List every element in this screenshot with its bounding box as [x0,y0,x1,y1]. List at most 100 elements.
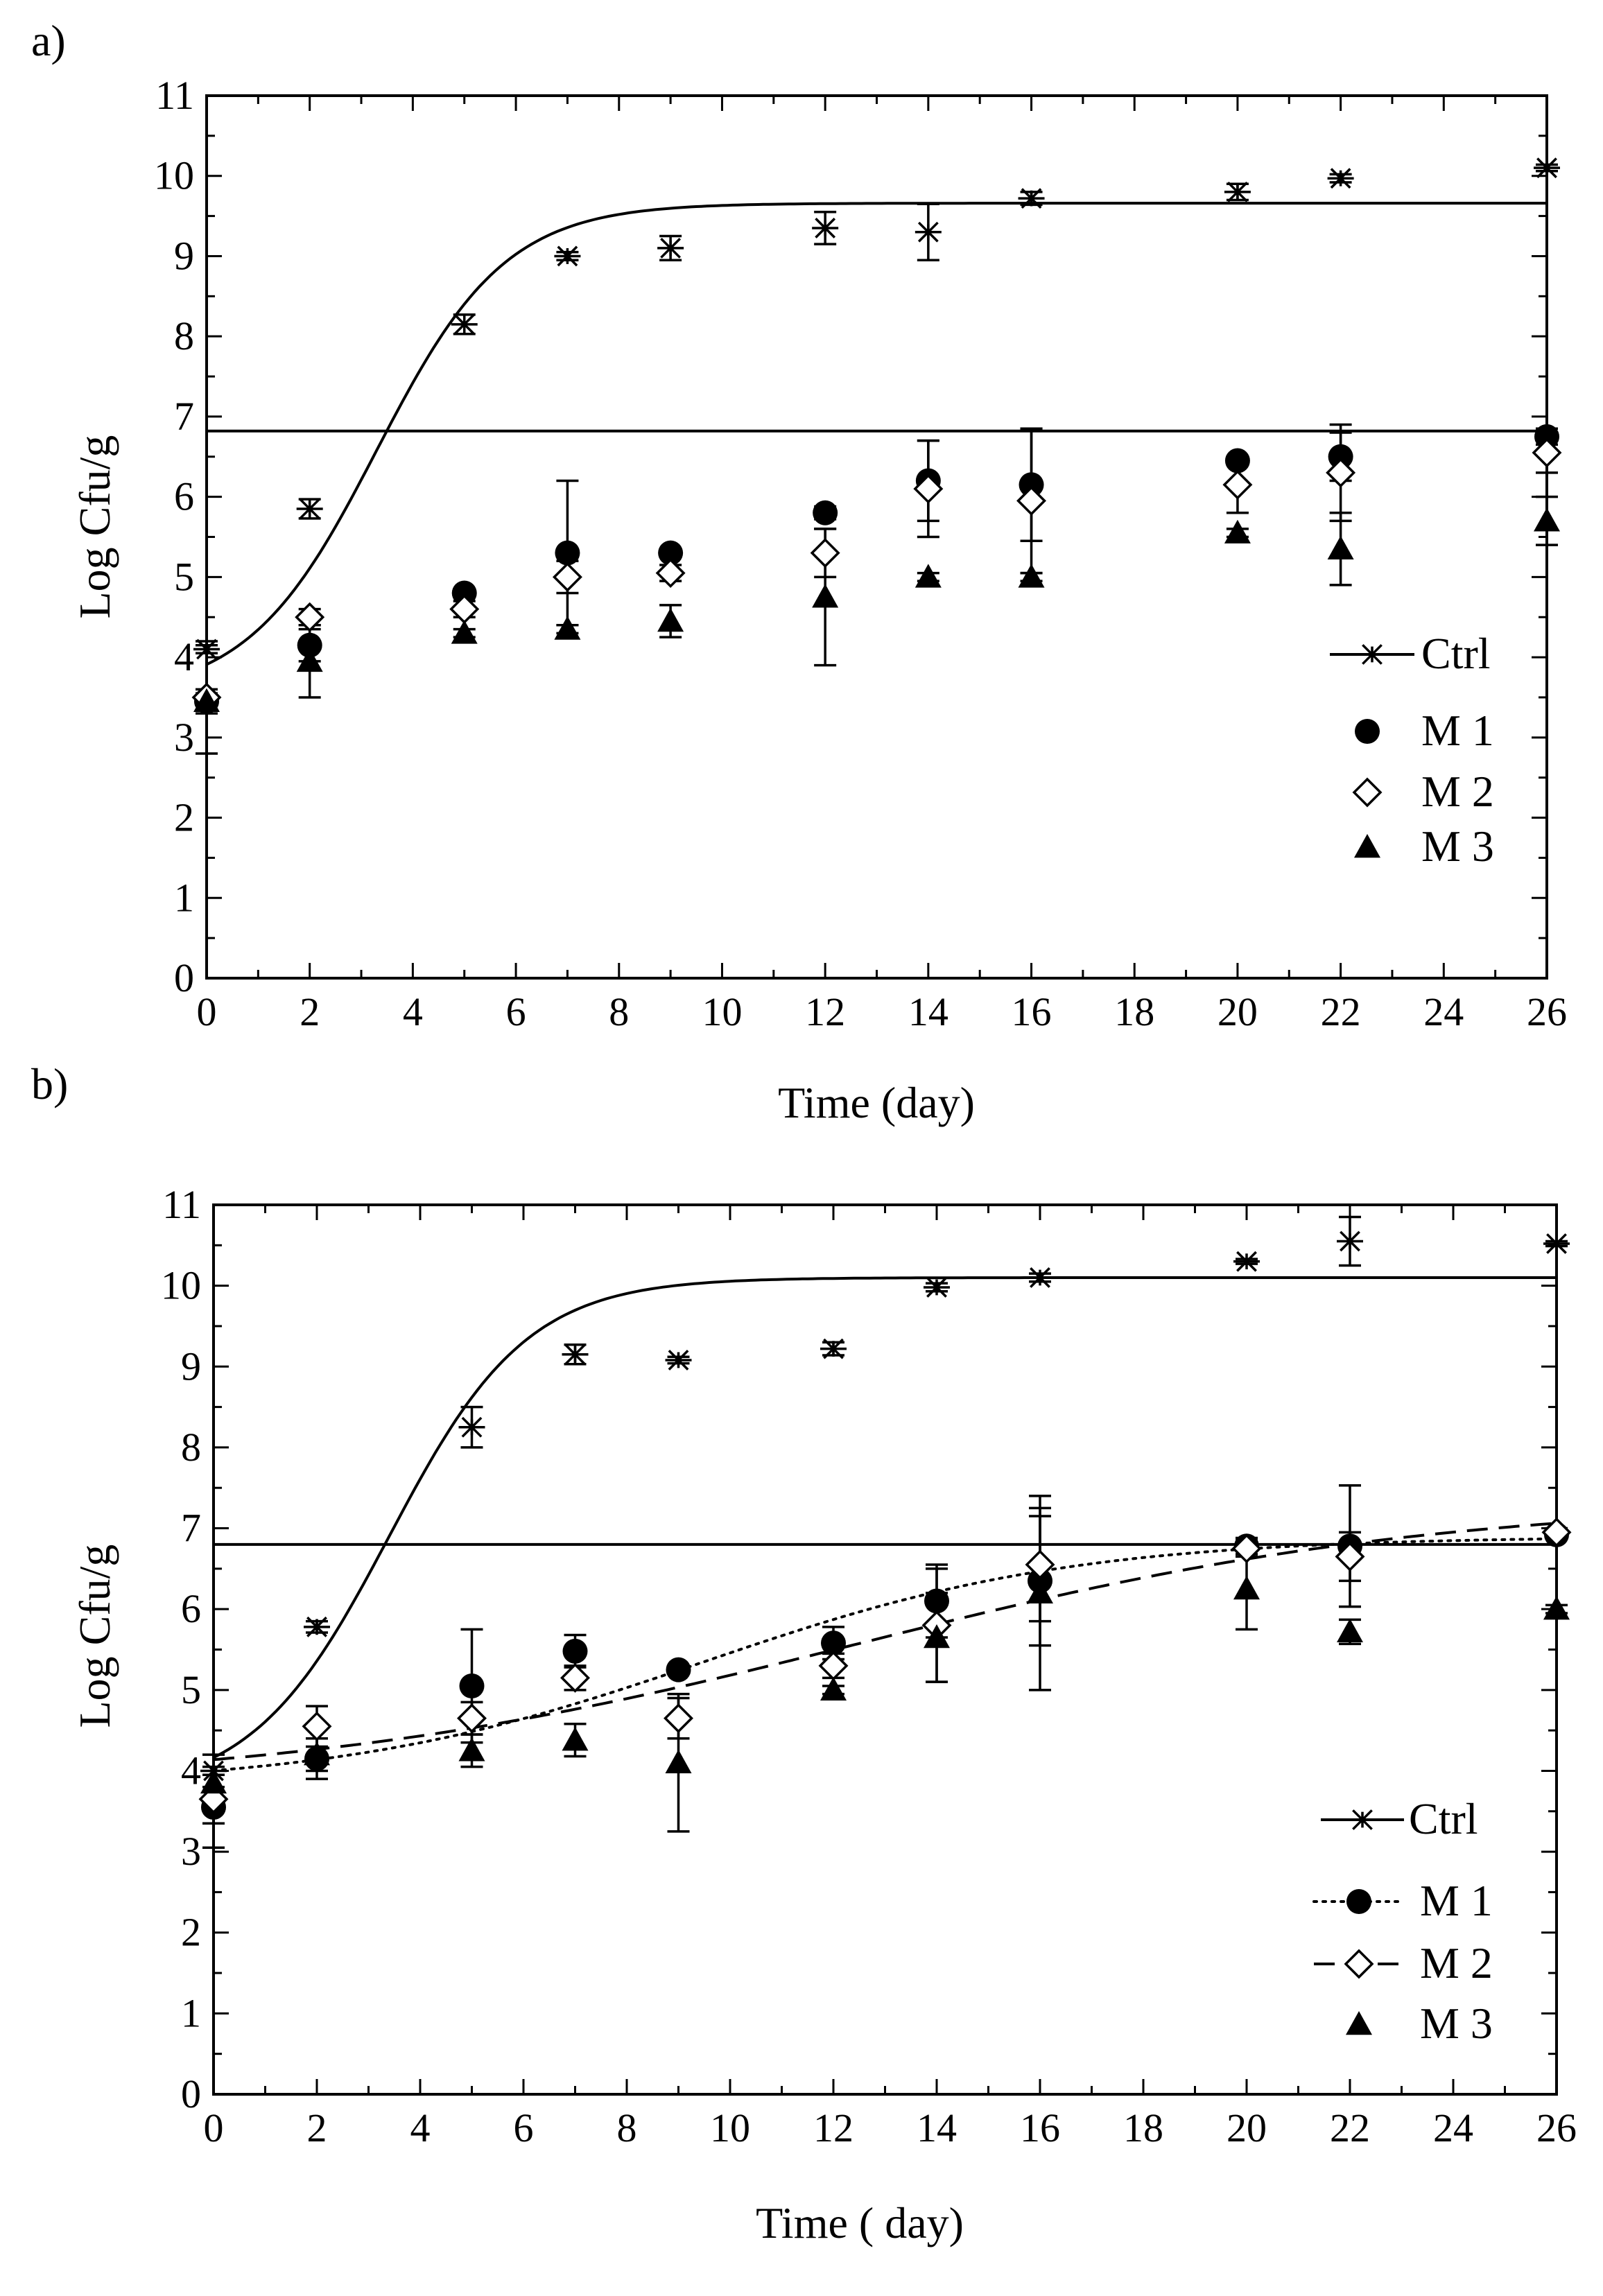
panel-b-legend: Ctrl M 1 M 2 M 3 [1312,1794,1493,2048]
legend-item-ctrl: Ctrl [1321,1794,1478,1843]
data-point-m3 [1327,535,1354,560]
legend-marker-shape [1346,2011,1372,2035]
data-point-m3 [200,1769,227,1794]
x-tick-label: 14 [908,989,948,1034]
y-tick-label: 1 [181,1990,201,2035]
legend-item-ctrl: Ctrl [1330,629,1491,678]
legend-marker-shape [1352,777,1383,808]
x-tick-label: 22 [1330,2105,1370,2150]
data-point-m3 [1543,1596,1570,1620]
legend-m1-marker [1355,719,1380,744]
data-point-m1 [666,1657,691,1682]
x-tick-label: 6 [514,2105,534,2150]
legend-label-m1: M 1 [1420,1876,1493,1925]
y-tick-label: 4 [174,634,194,679]
data-point-m2 [552,562,582,592]
x-tick-label: 18 [1123,2105,1163,2150]
panel-a-x-axis-title: Time (day) [778,1078,975,1127]
data-point-m1 [1019,472,1044,498]
data-point-m2 [1016,485,1047,516]
data-point-ctrl [193,638,220,660]
panel-a-error-bars [196,163,1558,755]
x-tick-label: 2 [300,989,320,1034]
data-point-ctrl [1233,1251,1260,1272]
data-point-m3 [304,1741,330,1766]
data-point-m2 [457,1703,487,1734]
legend-ctrl-marker [1349,1809,1376,1830]
data-point-ctrl [451,313,478,335]
x-tick-label: 14 [917,2105,957,2150]
data-point-m1 [297,632,322,658]
data-point-m3 [562,1727,589,1751]
y-tick-label: 3 [181,1829,201,1874]
x-tick-label: 16 [1012,989,1052,1034]
legend-label-m3: M 3 [1421,821,1494,871]
data-point-ctrl [1027,1267,1053,1288]
data-point-m2 [560,1662,590,1693]
legend-marker-shape [1359,644,1385,665]
panel-a-x-tick-labels: 0 2 4 6 8 10 12 14 16 18 20 22 24 26 [197,989,1568,1034]
data-point-m1 [1224,448,1250,473]
panel-b-y-axis-title: Log Cfu/g [70,1545,119,1728]
data-point-m2 [810,538,840,568]
x-tick-label: 24 [1433,2105,1473,2150]
panel-a-plot-frame [205,94,1548,980]
data-point-m2 [818,1651,849,1681]
panel-b-fit-curves [212,1276,1558,1773]
y-tick-label: 7 [174,394,194,439]
x-tick-label: 20 [1227,2105,1267,2150]
data-point-m3 [665,1749,692,1773]
panel-a: a) 0 2 4 6 8 10 12 14 16 18 20 22 24 26 0123456789101… [31,16,1567,1127]
legend-label-m2: M 2 [1421,767,1494,816]
x-tick-label: 12 [813,2105,854,2150]
data-point-m2 [1326,458,1356,488]
data-point-m3 [1018,564,1045,588]
y-tick-label: 2 [174,795,194,840]
panel-a-legend: Ctrl M 1 M 2 M 3 [1330,629,1494,871]
legend-m3-marker [1346,2011,1372,2035]
data-point-m1 [459,1673,485,1698]
data-point-ctrl [562,1343,589,1365]
data-point-m2 [655,558,686,589]
data-point-ctrl [1337,1230,1363,1252]
legend-item-m1: M 1 [1312,1876,1493,1925]
y-tick-label: 7 [181,1506,201,1551]
x-tick-label: 2 [307,2105,327,2150]
data-point-m2 [1532,437,1562,468]
y-tick-label: 9 [174,233,194,278]
panel-a-y-tick-labels: 0 1 2 3 4 5 6 7 8 9 10 11 [154,73,194,1000]
y-tick-label: 6 [181,1586,201,1631]
y-tick-label: 5 [181,1667,201,1712]
legend-item-m2: M 2 [1314,1938,1493,1988]
data-point-ctrl [915,221,942,243]
panel-a-label: a) [31,16,66,65]
x-tick-label: 18 [1114,989,1154,1034]
y-tick-label: 8 [174,313,194,358]
legend-ctrl-marker [1359,644,1385,665]
data-point-ctrl [304,1616,330,1637]
x-tick-label: 26 [1536,2105,1577,2150]
data-point-m2 [1541,1517,1572,1547]
legend-item-m3: M 3 [1354,821,1494,871]
x-tick-label: 22 [1321,989,1361,1034]
panel-a-data-points [191,157,1562,714]
data-point-m1 [1534,424,1559,449]
data-point-m3 [915,564,942,588]
legend-item-m1: M 1 [1355,706,1494,755]
panel-a-ticks [205,94,1548,980]
data-point-m2 [302,1711,332,1741]
data-point-m3 [820,1676,847,1701]
legend-marker-shape [1349,1809,1376,1830]
legend-marker-shape [1344,1949,1374,1979]
legend-item-m3: M 3 [1346,1999,1493,2048]
data-point-ctrl [665,1350,692,1371]
x-tick-label: 26 [1527,989,1567,1034]
data-point-m3 [458,1737,485,1762]
data-point-ctrl [1534,157,1560,179]
y-tick-label: 3 [174,715,194,760]
data-point-m2 [1231,1533,1262,1564]
y-tick-label: 1 [174,875,194,920]
legend-m2-marker [1352,777,1383,808]
data-point-m3 [451,620,478,644]
fit-curve-ctrl [213,1276,1557,1759]
